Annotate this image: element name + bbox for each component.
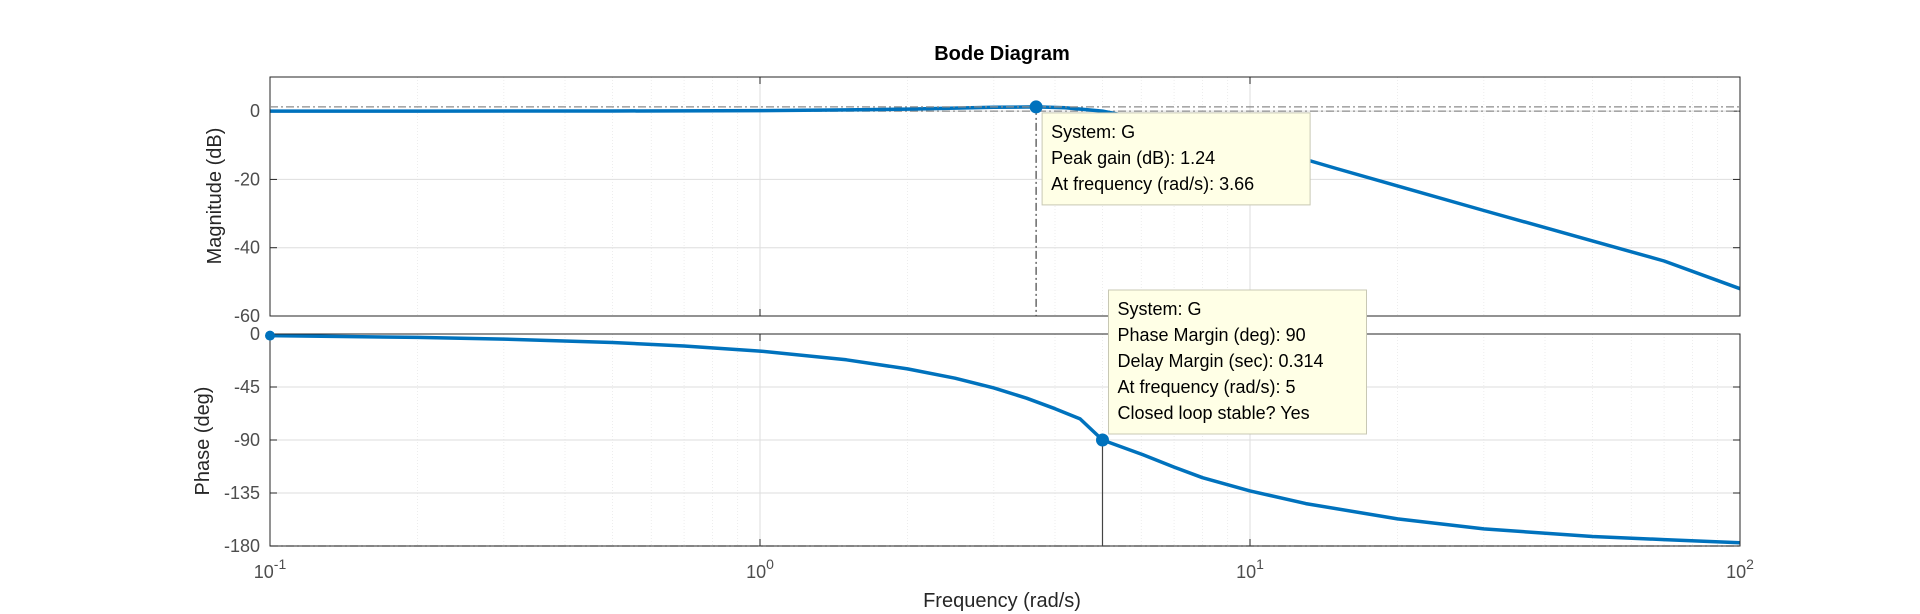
datatip-marker (1095, 433, 1109, 447)
datatip-line: System: G (1117, 299, 1201, 319)
phase-ytick-label: -135 (224, 483, 260, 503)
datatip-line: System: G (1051, 122, 1135, 142)
magnitude-ytick-label: 0 (250, 101, 260, 121)
datatips: System: G Peak gain (dB): 1.24 At frequenc… (270, 100, 1740, 546)
x-tick-label: 10-1 (254, 556, 287, 582)
x-tick-base: 10 (1236, 562, 1256, 582)
phase-axis-label: Phase (deg) (192, 387, 214, 496)
magnitude-axis-label: Magnitude (dB) (204, 128, 226, 265)
datatip-box (1041, 112, 1311, 206)
phase-ytick-label: -45 (234, 377, 260, 397)
phase-start-marker (265, 330, 275, 341)
x-tick-exponent: -1 (274, 556, 287, 572)
x-tick-label: 100 (746, 556, 774, 582)
phase-ytick-label: -90 (234, 430, 260, 450)
magnitude-panel: 0 -20 -40 -60 (234, 76, 1741, 326)
x-axis-label: Frequency (rad/s) (923, 590, 1081, 612)
x-tick-label: 101 (1236, 556, 1264, 582)
x-tick-exponent: 1 (1256, 556, 1264, 572)
x-tick-label: 102 (1726, 556, 1754, 582)
magnitude-ytick-label: -20 (234, 169, 260, 189)
magnitude-axes-background (270, 77, 1740, 316)
datatip-line: Delay Margin (sec): 0.314 (1117, 351, 1323, 371)
datatip-phase: System: G Phase Margin (deg): 90 Delay Mar… (1095, 289, 1367, 546)
datatip-box (1107, 289, 1367, 435)
x-tick-exponent: 0 (766, 556, 774, 572)
magnitude-series-line (270, 105, 1741, 291)
magnitude-ytick-label: -60 (234, 306, 260, 326)
datatip-line: Closed loop stable? Yes (1117, 403, 1309, 423)
phase-ytick-label: 0 (250, 324, 260, 344)
datatip-line: Phase Margin (deg): 90 (1117, 325, 1305, 345)
x-tick-base: 10 (1726, 562, 1746, 582)
phase-axes-box (269, 333, 1741, 547)
datatip-line: At frequency (rad/s): 5 (1117, 377, 1295, 397)
phase-series-line (269, 333, 1741, 545)
datatip-line: At frequency (rad/s): 3.66 (1051, 174, 1254, 194)
x-tick-base: 10 (746, 562, 766, 582)
phase-ytick-label: -180 (224, 536, 260, 556)
magnitude-ytick-label: -40 (234, 238, 260, 258)
datatip-magnitude: System: G Peak gain (dB): 1.24 At frequenc… (270, 100, 1740, 316)
frequency-axis-ticks: 10-1 100 101 102 (254, 556, 1754, 582)
phase-panel: 0 -45 -90 -135 -180 (224, 324, 1741, 556)
chart-title: Bode Diagram (934, 43, 1070, 65)
x-tick-base: 10 (254, 562, 274, 582)
x-tick-exponent: 2 (1746, 556, 1754, 572)
datatip-marker (1029, 100, 1043, 114)
magnitude-axes-box (269, 76, 1741, 317)
datatip-line: Peak gain (dB): 1.24 (1051, 148, 1215, 168)
